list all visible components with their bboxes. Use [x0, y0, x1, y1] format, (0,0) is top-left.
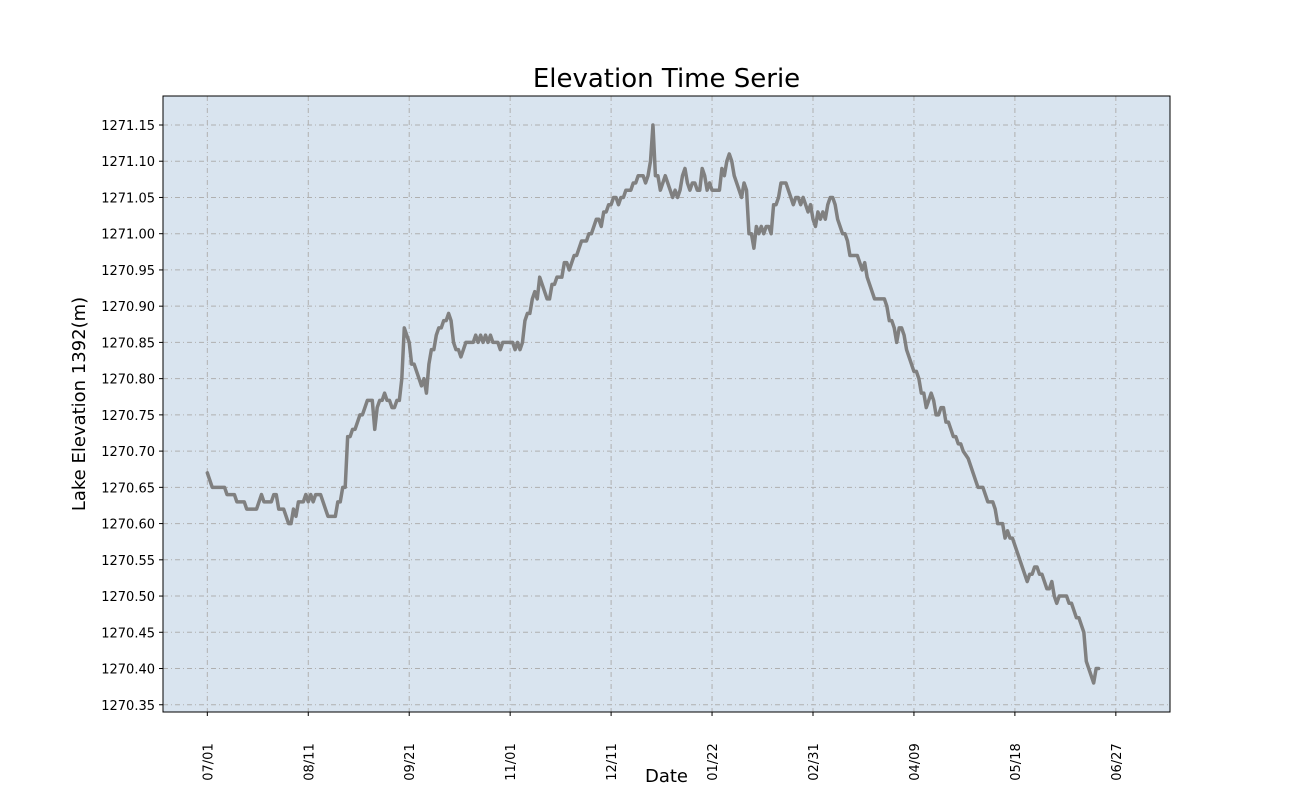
- x-tick-label: 09/21: [403, 743, 418, 780]
- y-tick-label: 1270.65: [101, 481, 155, 496]
- y-tick-label: 1270.90: [101, 300, 155, 315]
- y-tick-label: 1270.75: [101, 409, 155, 424]
- series-layer: [205, 123, 1101, 685]
- grid: [163, 96, 1170, 712]
- y-tick-label: 1271.05: [101, 191, 155, 206]
- y-tick-label: 1270.70: [101, 445, 155, 460]
- y-tick-label: 1270.40: [101, 663, 155, 678]
- y-tick-label: 1270.50: [101, 590, 155, 605]
- y-tick-label: 1270.60: [101, 518, 155, 533]
- chart-title: Elevation Time Serie: [533, 64, 800, 94]
- x-tick-label: 07/01: [201, 743, 216, 780]
- x-tick-label: 04/09: [908, 743, 923, 780]
- plot-area: [163, 96, 1170, 712]
- y-tick-label: 1270.85: [101, 336, 155, 351]
- x-tick-label: 06/27: [1110, 743, 1125, 780]
- x-tick-label: 12/11: [605, 743, 620, 780]
- y-tick-label: 1271.15: [101, 119, 155, 134]
- x-tick-label: 01/22: [706, 743, 721, 780]
- y-tick-label: 1270.80: [101, 373, 155, 388]
- y-axis: 1270.35 1270.40 1270.45 1270.50 1270.55 1270.…: [101, 119, 163, 714]
- y-tick-label: 1270.95: [101, 264, 155, 279]
- y-tick-label: 1271.00: [101, 228, 155, 243]
- y-tick-label: 1270.55: [101, 554, 155, 569]
- x-tick-label: 05/18: [1009, 743, 1024, 780]
- x-tick-label: 02/31: [807, 743, 822, 780]
- elevation-series-line: [205, 123, 1101, 685]
- y-tick-label: 1270.35: [101, 699, 155, 714]
- y-tick-label: 1270.45: [101, 626, 155, 641]
- plot-frame: [162, 95, 1171, 713]
- y-axis-title: Lake Elevation 1392(m): [69, 297, 90, 511]
- x-tick-label: 08/11: [302, 743, 317, 780]
- x-axis: 07/01 08/11 09/21 11/01 12/11 01/22 02/31 04/09…: [201, 712, 1125, 781]
- x-axis-title: Date: [645, 766, 688, 787]
- y-tick-label: 1271.10: [101, 155, 155, 170]
- x-tick-label: 11/01: [504, 743, 519, 780]
